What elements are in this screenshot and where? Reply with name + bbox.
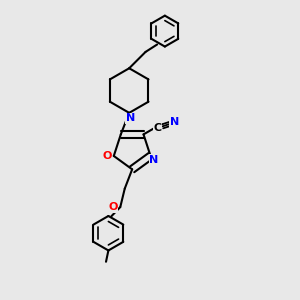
Text: O: O [103,151,112,161]
Text: N: N [126,113,135,123]
Text: N: N [169,118,179,128]
Text: C: C [154,123,162,133]
Text: N: N [149,154,159,164]
Text: O: O [108,202,118,212]
